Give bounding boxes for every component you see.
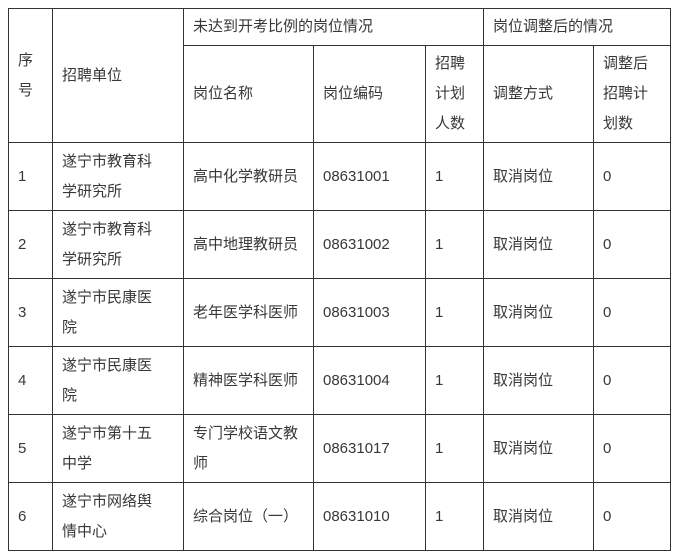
cell-adjust-method: 取消岗位: [483, 414, 594, 483]
cell-post-code: 08631010: [313, 482, 426, 551]
cell-plan-count: 1: [425, 482, 484, 551]
col-header-adjust-method: 调整方式: [483, 45, 594, 143]
table-row: 3 遂宁市民康医院 老年医学科医师 08631003 1 取消岗位 0: [8, 278, 672, 347]
cell-seq: 5: [8, 414, 53, 483]
cell-unit: 遂宁市第十五中学: [52, 414, 184, 483]
cell-seq: 4: [8, 346, 53, 415]
cell-post-code: 08631001: [313, 142, 426, 211]
cell-post-name: 高中地理教研员: [183, 210, 314, 279]
table-row: 6 遂宁市网络舆情中心 综合岗位（一） 08631010 1 取消岗位 0: [8, 482, 672, 551]
col-header-plan-count: 招聘计划人数: [425, 45, 484, 143]
col-group-unmet: 未达到开考比例的岗位情况: [183, 8, 484, 46]
cell-adjusted-plan: 0: [592, 142, 672, 211]
position-adjustment-table: 序号 招聘单位 未达到开考比例的岗位情况 岗位调整后的情况 岗位名称 岗位编码 …: [8, 8, 672, 551]
col-header-adjusted-plan: 调整后招聘计划数: [592, 45, 672, 143]
cell-adjust-method: 取消岗位: [483, 142, 594, 211]
cell-post-name: 综合岗位（一）: [183, 482, 314, 551]
cell-post-code: 08631004: [313, 346, 426, 415]
table-row: 5 遂宁市第十五中学 专门学校语文教师 08631017 1 取消岗位 0: [8, 414, 672, 483]
col-header-unit: 招聘单位: [52, 8, 184, 143]
cell-adjusted-plan: 0: [592, 482, 672, 551]
cell-seq: 3: [8, 278, 53, 347]
cell-adjust-method: 取消岗位: [483, 278, 594, 347]
header-group-row: 序号 招聘单位 未达到开考比例的岗位情况 岗位调整后的情况: [8, 8, 672, 143]
cell-unit: 遂宁市教育科学研究所: [52, 142, 184, 211]
table-body: 1 遂宁市教育科学研究所 高中化学教研员 08631001 1 取消岗位 0 2…: [8, 142, 672, 551]
table-header: 序号 招聘单位 未达到开考比例的岗位情况 岗位调整后的情况 岗位名称 岗位编码 …: [8, 8, 672, 143]
cell-plan-count: 1: [425, 414, 484, 483]
cell-post-code: 08631017: [313, 414, 426, 483]
table-row: 2 遂宁市教育科学研究所 高中地理教研员 08631002 1 取消岗位 0: [8, 210, 672, 279]
cell-post-name: 老年医学科医师: [183, 278, 314, 347]
col-header-post-name: 岗位名称: [183, 45, 314, 143]
cell-adjusted-plan: 0: [592, 210, 672, 279]
cell-seq: 6: [8, 482, 53, 551]
cell-post-name: 精神医学科医师: [183, 346, 314, 415]
cell-seq: 1: [8, 142, 53, 211]
cell-plan-count: 1: [425, 142, 484, 211]
cell-adjusted-plan: 0: [592, 278, 672, 347]
cell-unit: 遂宁市网络舆情中心: [52, 482, 184, 551]
table-row: 1 遂宁市教育科学研究所 高中化学教研员 08631001 1 取消岗位 0: [8, 142, 672, 211]
cell-post-code: 08631002: [313, 210, 426, 279]
cell-plan-count: 1: [425, 278, 484, 347]
cell-unit: 遂宁市教育科学研究所: [52, 210, 184, 279]
col-header-post-code: 岗位编码: [313, 45, 426, 143]
cell-adjusted-plan: 0: [592, 414, 672, 483]
cell-post-name: 专门学校语文教师: [183, 414, 314, 483]
cell-unit: 遂宁市民康医院: [52, 278, 184, 347]
cell-post-code: 08631003: [313, 278, 426, 347]
cell-adjust-method: 取消岗位: [483, 482, 594, 551]
cell-unit: 遂宁市民康医院: [52, 346, 184, 415]
col-group-adjusted: 岗位调整后的情况: [482, 8, 672, 46]
header-sub-row: 岗位名称 岗位编码 招聘计划人数 调整方式 调整后招聘计划数: [9, 45, 672, 143]
cell-plan-count: 1: [425, 346, 484, 415]
table-row: 4 遂宁市民康医院 精神医学科医师 08631004 1 取消岗位 0: [8, 346, 672, 415]
cell-seq: 2: [8, 210, 53, 279]
cell-plan-count: 1: [425, 210, 484, 279]
cell-adjusted-plan: 0: [592, 346, 672, 415]
col-header-seq: 序号: [8, 8, 53, 143]
cell-adjust-method: 取消岗位: [483, 210, 594, 279]
cell-post-name: 高中化学教研员: [183, 142, 314, 211]
cell-adjust-method: 取消岗位: [483, 346, 594, 415]
